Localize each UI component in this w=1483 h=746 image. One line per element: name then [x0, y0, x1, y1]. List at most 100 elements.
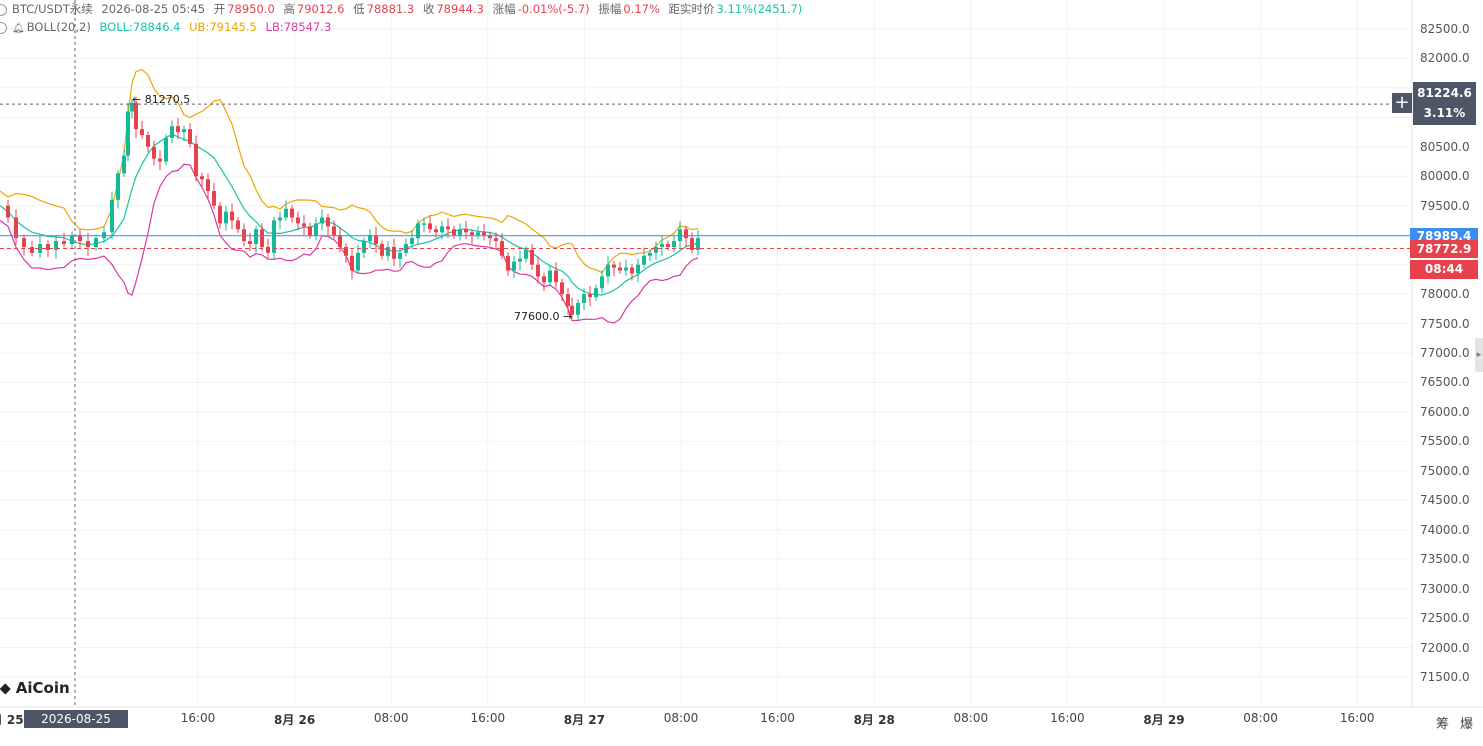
price-axis-label: 79500.0: [1420, 198, 1470, 213]
candle-body: [302, 223, 306, 227]
logo-mark-icon: ⬥: [0, 679, 11, 697]
candle-body: [654, 246, 658, 253]
candle-body: [512, 261, 516, 271]
candle-body: [260, 229, 264, 247]
bar-datetime: 2026-08-25 05:45: [101, 2, 206, 16]
candle-body: [582, 294, 586, 303]
time-axis-label: 08:00: [373, 711, 409, 725]
indicator-settings-icon[interactable]: [0, 21, 7, 34]
candle-body: [648, 252, 652, 256]
collapse-panel-chevron-icon[interactable]: ▸: [1475, 338, 1483, 372]
candle-body: [110, 199, 114, 233]
high-value: 79012.6: [296, 2, 345, 16]
time-axis-label: 16:00: [470, 711, 506, 725]
candle-body: [314, 223, 318, 236]
time-axis-label: 8月 27: [563, 713, 606, 727]
mark-price-tag: 78772.9: [1410, 240, 1478, 258]
candle-body: [70, 235, 74, 245]
time-axis-label: 8月 29: [1143, 713, 1185, 727]
candle-body: [362, 241, 366, 253]
candle-body: [46, 244, 50, 250]
candle-body: [200, 176, 204, 180]
chip-button[interactable]: 筹: [1436, 717, 1450, 732]
candle-body: [560, 282, 564, 295]
low-annotation: 77600.0 →: [514, 310, 573, 323]
candle-body: [158, 158, 162, 162]
candle-body: [428, 223, 432, 230]
bollinger-bands: [0, 68, 699, 324]
candle-body: [470, 232, 474, 236]
candle-body: [212, 191, 216, 206]
candlesticks: [6, 96, 700, 321]
price-axis-label: 82500.0: [1420, 22, 1470, 36]
candle-body: [542, 276, 546, 283]
price-axis-label: 82000.0: [1420, 51, 1470, 66]
candle-body: [618, 267, 622, 271]
candle-body: [22, 238, 26, 247]
price-axis-label: 76500.0: [1420, 375, 1470, 390]
price-chart[interactable]: [0, 0, 1483, 730]
low-value: 78881.3: [366, 2, 415, 16]
candle-body: [392, 246, 396, 259]
candle-body: [566, 294, 570, 306]
candle-body: [224, 211, 228, 224]
candle-body: [536, 264, 540, 277]
distance-value: 3.11%(2451.7): [716, 2, 803, 16]
candle-body: [660, 244, 664, 247]
candle-body: [696, 238, 700, 250]
time-axis-label: 08:00: [663, 711, 699, 725]
boll-ub-value: UB:79145.5: [189, 20, 257, 34]
time-axis-label: 8月 26: [273, 713, 316, 727]
settings-circle-icon[interactable]: [0, 3, 7, 16]
candle-body: [38, 244, 42, 253]
candle-body: [308, 226, 312, 236]
candle-body: [320, 217, 324, 224]
candle-body: [500, 241, 504, 256]
candle-body: [94, 238, 98, 247]
amplitude-label: 振幅: [598, 2, 622, 16]
add-alert-plus-button[interactable]: +: [1392, 93, 1412, 113]
candle-body: [518, 258, 522, 262]
bell-icon[interactable]: 🔔︎: [12, 23, 25, 34]
price-axis-label: 73500.0: [1420, 552, 1470, 567]
candle-body: [6, 205, 10, 218]
logo-text: AiCoin: [15, 679, 70, 697]
amplitude-value: 0.17%: [623, 2, 660, 16]
candle-body: [284, 208, 288, 218]
candle-body: [170, 126, 174, 138]
candle-body: [338, 235, 342, 247]
candle-body: [326, 217, 330, 227]
candle-body: [188, 129, 192, 144]
crosshair-price-box: 81224.6 3.11%: [1413, 82, 1476, 125]
candle-body: [78, 235, 82, 242]
symbol-label: BTC/USDT永续: [12, 2, 93, 16]
candle-body: [140, 129, 144, 136]
candle-body: [146, 135, 150, 147]
candle-body: [482, 232, 486, 236]
candle-body: [494, 238, 498, 242]
burst-button[interactable]: 爆: [1460, 717, 1474, 732]
candle-body: [554, 270, 558, 283]
candle-body: [606, 264, 610, 277]
price-axis-label: 71500.0: [1420, 670, 1470, 684]
aicoin-logo: ⬥ AiCoin: [0, 679, 70, 697]
candle-body: [134, 102, 138, 130]
price-axis-label: 75500.0: [1420, 434, 1470, 449]
candle-body: [126, 111, 130, 156]
boll-mid-value: BOLL:78846.4: [99, 20, 181, 34]
price-axis-label: 72500.0: [1420, 611, 1470, 626]
candle-body: [272, 220, 276, 253]
candle-body: [416, 223, 420, 239]
price-lines: [0, 0, 1412, 707]
candle-body: [398, 252, 402, 259]
candle-body: [624, 267, 628, 271]
boll-lb-value: LB:78547.3: [265, 20, 332, 34]
indicator-name[interactable]: BOLL(20,2): [26, 20, 91, 34]
candle-body: [182, 129, 186, 133]
high-annotation: ← 81270.5: [132, 93, 191, 106]
high-annotation-value: 81270.5: [144, 93, 191, 106]
candle-body: [14, 217, 18, 239]
candle-body: [86, 241, 90, 247]
candle-body: [350, 255, 354, 271]
candle-body: [434, 229, 438, 233]
